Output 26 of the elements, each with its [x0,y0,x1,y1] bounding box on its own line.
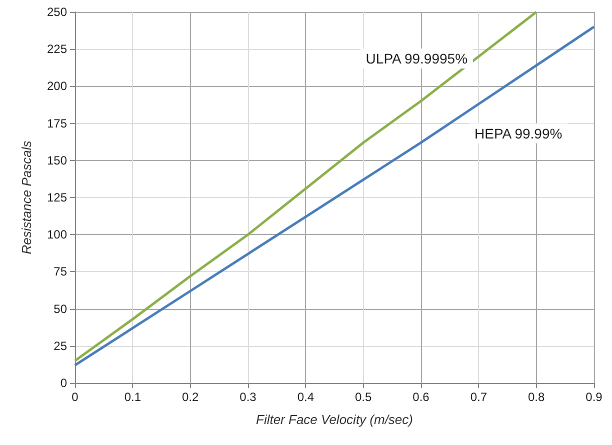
x-tick-label: 0.3 [240,390,257,404]
y-tick-label: 175 [46,116,68,130]
x-tick-label: 0.5 [354,390,372,404]
line-series [74,26,596,366]
x-tick-label: 0 [72,390,79,404]
x-tick-label: 0.2 [182,390,199,404]
y-tick-label: 200 [46,79,68,94]
y-tick-label: 225 [46,42,68,56]
y-tick-label: 25 [54,338,68,353]
x-tick-label: 0.9 [586,390,603,404]
y-tick-label: 100 [46,228,68,242]
y-tick-label: 0 [60,376,68,390]
x-tick-label: 0.6 [412,390,430,404]
x-tick-label: 0.7 [470,390,488,404]
y-tick-label: 50 [54,302,68,316]
series-label: HEPA 99.99% [474,125,562,142]
y-axis-title: Resistance Pascals [19,140,34,254]
y-tick-label: 125 [46,190,68,204]
series-label: ULPA 99.9995% [366,50,468,67]
y-tick-label: 75 [54,264,68,279]
x-tick-label: 0.4 [297,390,314,404]
x-tick-label: 0.1 [124,390,142,404]
y-tick-label: 150 [46,153,68,168]
y-tick-label: 250 [46,5,68,19]
x-tick-label: 0.8 [528,390,545,404]
x-axis-title: Filter Face Velocity (m/sec) [256,412,413,427]
